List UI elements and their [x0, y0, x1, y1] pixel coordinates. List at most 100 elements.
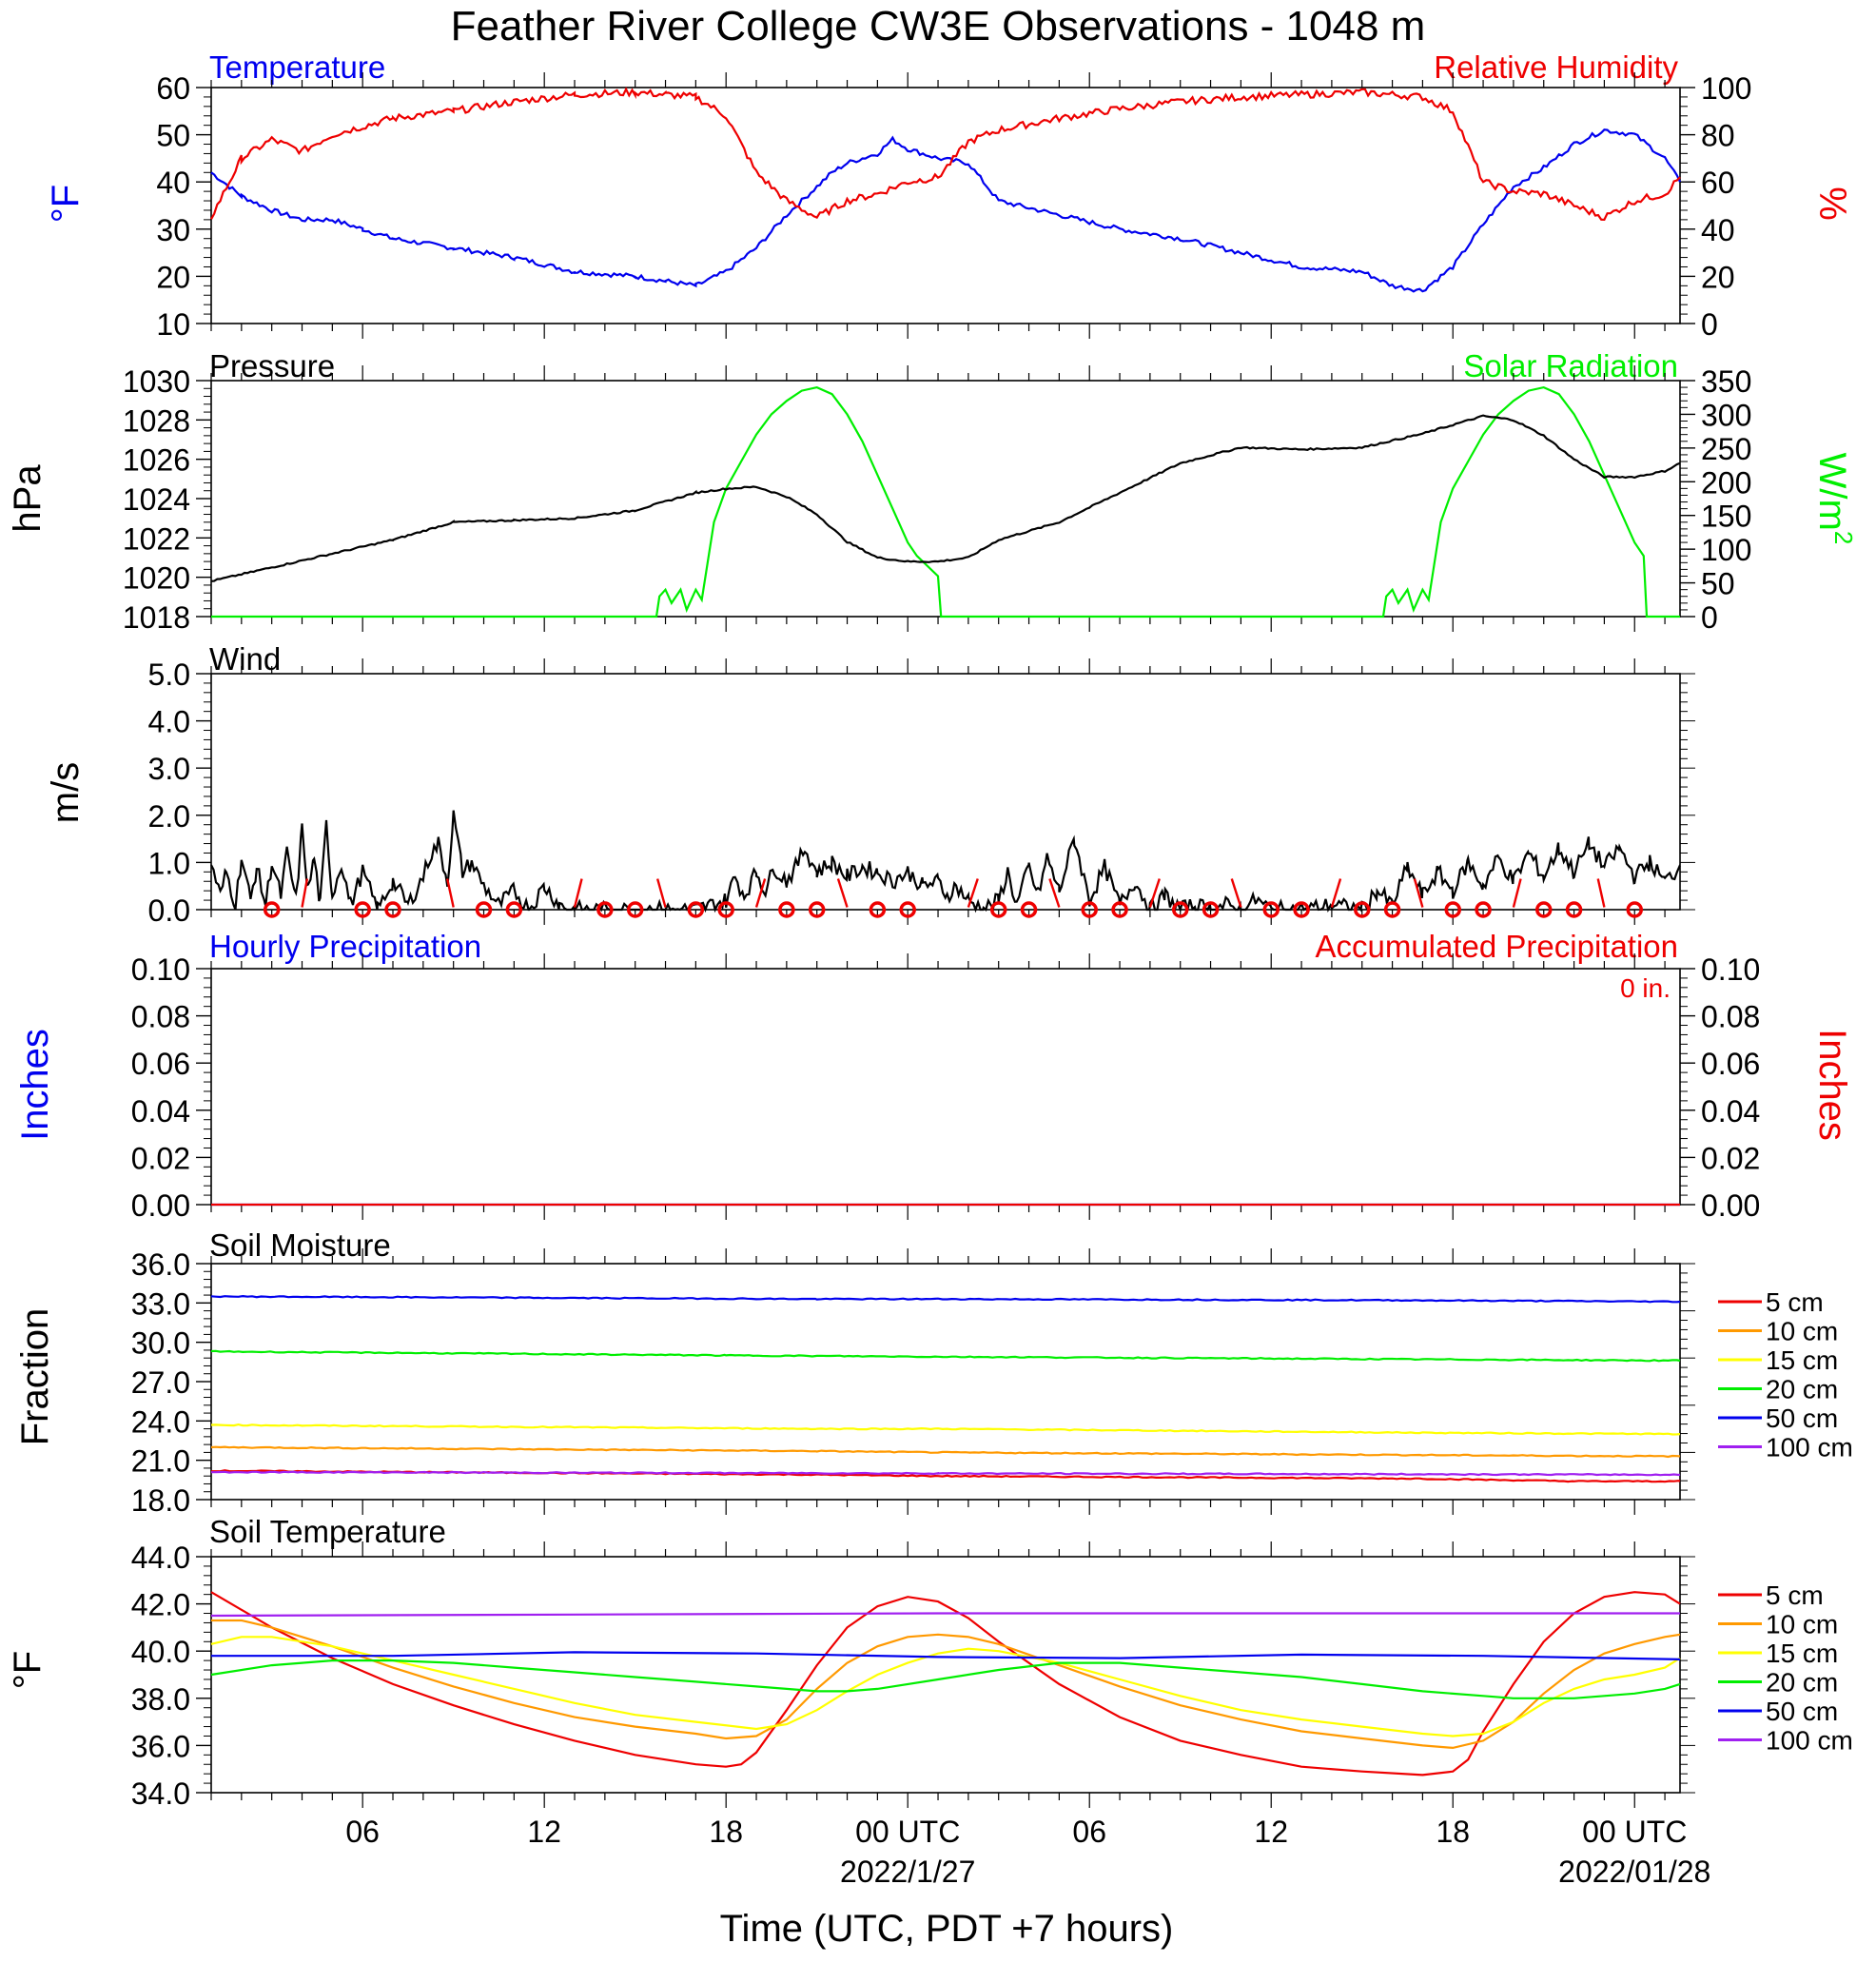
- panel-soil-temperature: Soil Temperature °F 44.0 42.0 40.0 38.0 36.0…: [7, 1514, 1695, 1811]
- panel-soil-moisture: Soil Moisture Fraction 36.0 33.0 30.0 27.0 2…: [14, 1227, 1695, 1518]
- y-tick-label-left: 5.0: [148, 658, 190, 692]
- y-tick-label-left: 1028: [123, 403, 190, 438]
- y-tick-label-right: 350: [1701, 364, 1751, 399]
- x-tick-label: 06: [345, 1815, 380, 1849]
- y-tick-label-left: 1.0: [148, 846, 190, 880]
- y-tick-label-right: 200: [1701, 465, 1751, 500]
- y-tick-label-left: 24.0: [131, 1404, 190, 1439]
- time-axis: 06 12 18 00 UTC 06 12 18 00 UTC 2022/1/27 2022/01…: [345, 1815, 1710, 1889]
- legend-label: 15 cm: [1766, 1639, 1838, 1668]
- wind-barb: [1596, 878, 1606, 908]
- panel-precipitation: Hourly Precipitation Accumulated Precipi…: [14, 929, 1853, 1223]
- y-tick-label-left: 30: [156, 213, 190, 247]
- calm-wind-marker: [596, 901, 614, 918]
- calm-wind-marker: [989, 901, 1007, 918]
- soil-line-100cm: [210, 1612, 1680, 1618]
- soil-line-10cm: [211, 1619, 1681, 1750]
- calm-wind-marker: [1262, 901, 1280, 918]
- accum-precip-value: 0 in.: [1620, 973, 1671, 1003]
- plot-frame: [210, 968, 1681, 1206]
- pressure-line: [210, 414, 1681, 582]
- temperature-title: Temperature: [209, 49, 385, 85]
- y-tick-label-right: 40: [1701, 213, 1735, 247]
- y-tick-label-right: 0: [1701, 600, 1718, 635]
- calm-wind-marker: [1383, 901, 1401, 918]
- calm-wind-marker: [263, 901, 281, 918]
- y-tick-label-left: 20: [156, 260, 190, 294]
- humidity-title: Relative Humidity: [1434, 49, 1678, 85]
- calm-wind-marker: [1534, 901, 1553, 918]
- y-tick-label-left: 1022: [123, 521, 190, 556]
- soil-line-20cm: [210, 1349, 1681, 1363]
- y-tick-label-left: 1024: [123, 482, 190, 517]
- solar-radiation-line: [211, 385, 1680, 618]
- y-tick-label-left: 2.0: [148, 799, 190, 834]
- legend-label: 50 cm: [1766, 1404, 1838, 1433]
- legend-label: 100 cm: [1766, 1726, 1853, 1756]
- calm-wind-marker: [899, 901, 916, 918]
- panel-pressure-solar: Pressure Solar Radiation hPa W/m2 103010…: [7, 348, 1858, 635]
- wind-speed-line: [210, 810, 1681, 914]
- y-tick-label-left: 42.0: [131, 1588, 190, 1622]
- wind-barb: [1148, 878, 1161, 908]
- soil-line-15cm: [210, 1423, 1681, 1436]
- x-tick-label: 12: [1254, 1815, 1288, 1849]
- soil-line-10cm: [210, 1445, 1681, 1459]
- soil-moisture-unit: Fraction: [14, 1308, 56, 1446]
- calm-wind-marker: [778, 901, 795, 918]
- y-tick-label-right: 20: [1701, 260, 1735, 294]
- soil-moisture-title: Soil Moisture: [209, 1227, 391, 1263]
- x-tick-label: 00 UTC: [855, 1815, 960, 1849]
- y-tick-label-right: 0.02: [1701, 1141, 1760, 1175]
- wind-barb: [655, 878, 667, 908]
- y-tick-label-left: 0.04: [131, 1094, 190, 1129]
- wind-barb: [1330, 878, 1342, 908]
- x-date-label: 2022/01/28: [1558, 1855, 1710, 1889]
- y-tick-label-left: 1030: [123, 364, 190, 399]
- y-tick-label-left: 0.10: [131, 952, 190, 987]
- wind-barb: [1230, 878, 1242, 908]
- y-tick-label-left: 36.0: [131, 1247, 190, 1282]
- calm-wind-marker: [1202, 901, 1220, 918]
- y-tick-label-left: 0.08: [131, 1000, 190, 1034]
- plot-frame: [210, 380, 1681, 618]
- wind-barb: [1512, 878, 1522, 908]
- soil-temp-unit: °F: [7, 1651, 49, 1689]
- soil-line-5cm: [210, 1591, 1681, 1777]
- y-tick-label-left: 4.0: [148, 705, 190, 739]
- soil-line-15cm: [210, 1636, 1681, 1737]
- calm-wind-marker: [869, 901, 887, 918]
- y-tick-label-left: 21.0: [131, 1444, 190, 1479]
- legend-label: 20 cm: [1766, 1668, 1838, 1698]
- y-tick-label-left: 1026: [123, 443, 190, 478]
- calm-wind-marker: [1081, 901, 1098, 918]
- y-tick-label-right: 60: [1701, 166, 1735, 200]
- x-tick-label: 18: [709, 1815, 743, 1849]
- y-tick-label-left: 3.0: [148, 752, 190, 786]
- temperature-unit: °F: [45, 185, 87, 223]
- figure-title: Feather River College CW3E Observations …: [451, 3, 1426, 49]
- soil-line-50cm: [211, 1651, 1681, 1660]
- y-tick-label-left: 40.0: [131, 1635, 190, 1669]
- calm-wind-marker: [1171, 901, 1189, 918]
- y-tick-label-left: 30.0: [131, 1326, 190, 1361]
- plot-frame: [210, 673, 1681, 911]
- y-tick-label-left: 18.0: [131, 1483, 190, 1518]
- accum-precip-title: Accumulated Precipitation: [1315, 929, 1678, 964]
- y-tick-label-left: 50: [156, 119, 190, 153]
- x-axis-label: Time (UTC, PDT +7 hours): [720, 1908, 1174, 1950]
- y-tick-label-right: 0: [1701, 307, 1718, 342]
- y-tick-label-left: 0.00: [131, 1188, 190, 1223]
- legend-label: 15 cm: [1766, 1345, 1838, 1375]
- y-tick-label-left: 40: [156, 166, 190, 200]
- calm-wind-marker: [1565, 901, 1583, 918]
- y-tick-label-right: 0.08: [1701, 1000, 1760, 1034]
- x-tick-label: 00 UTC: [1582, 1815, 1687, 1849]
- plot-frame: [210, 87, 1681, 324]
- pressure-unit: hPa: [7, 464, 49, 533]
- y-tick-label-right: 50: [1701, 567, 1735, 601]
- solar-unit-sup: 2: [1829, 531, 1858, 544]
- calm-wind-marker: [505, 901, 523, 918]
- calm-wind-marker: [1020, 901, 1038, 918]
